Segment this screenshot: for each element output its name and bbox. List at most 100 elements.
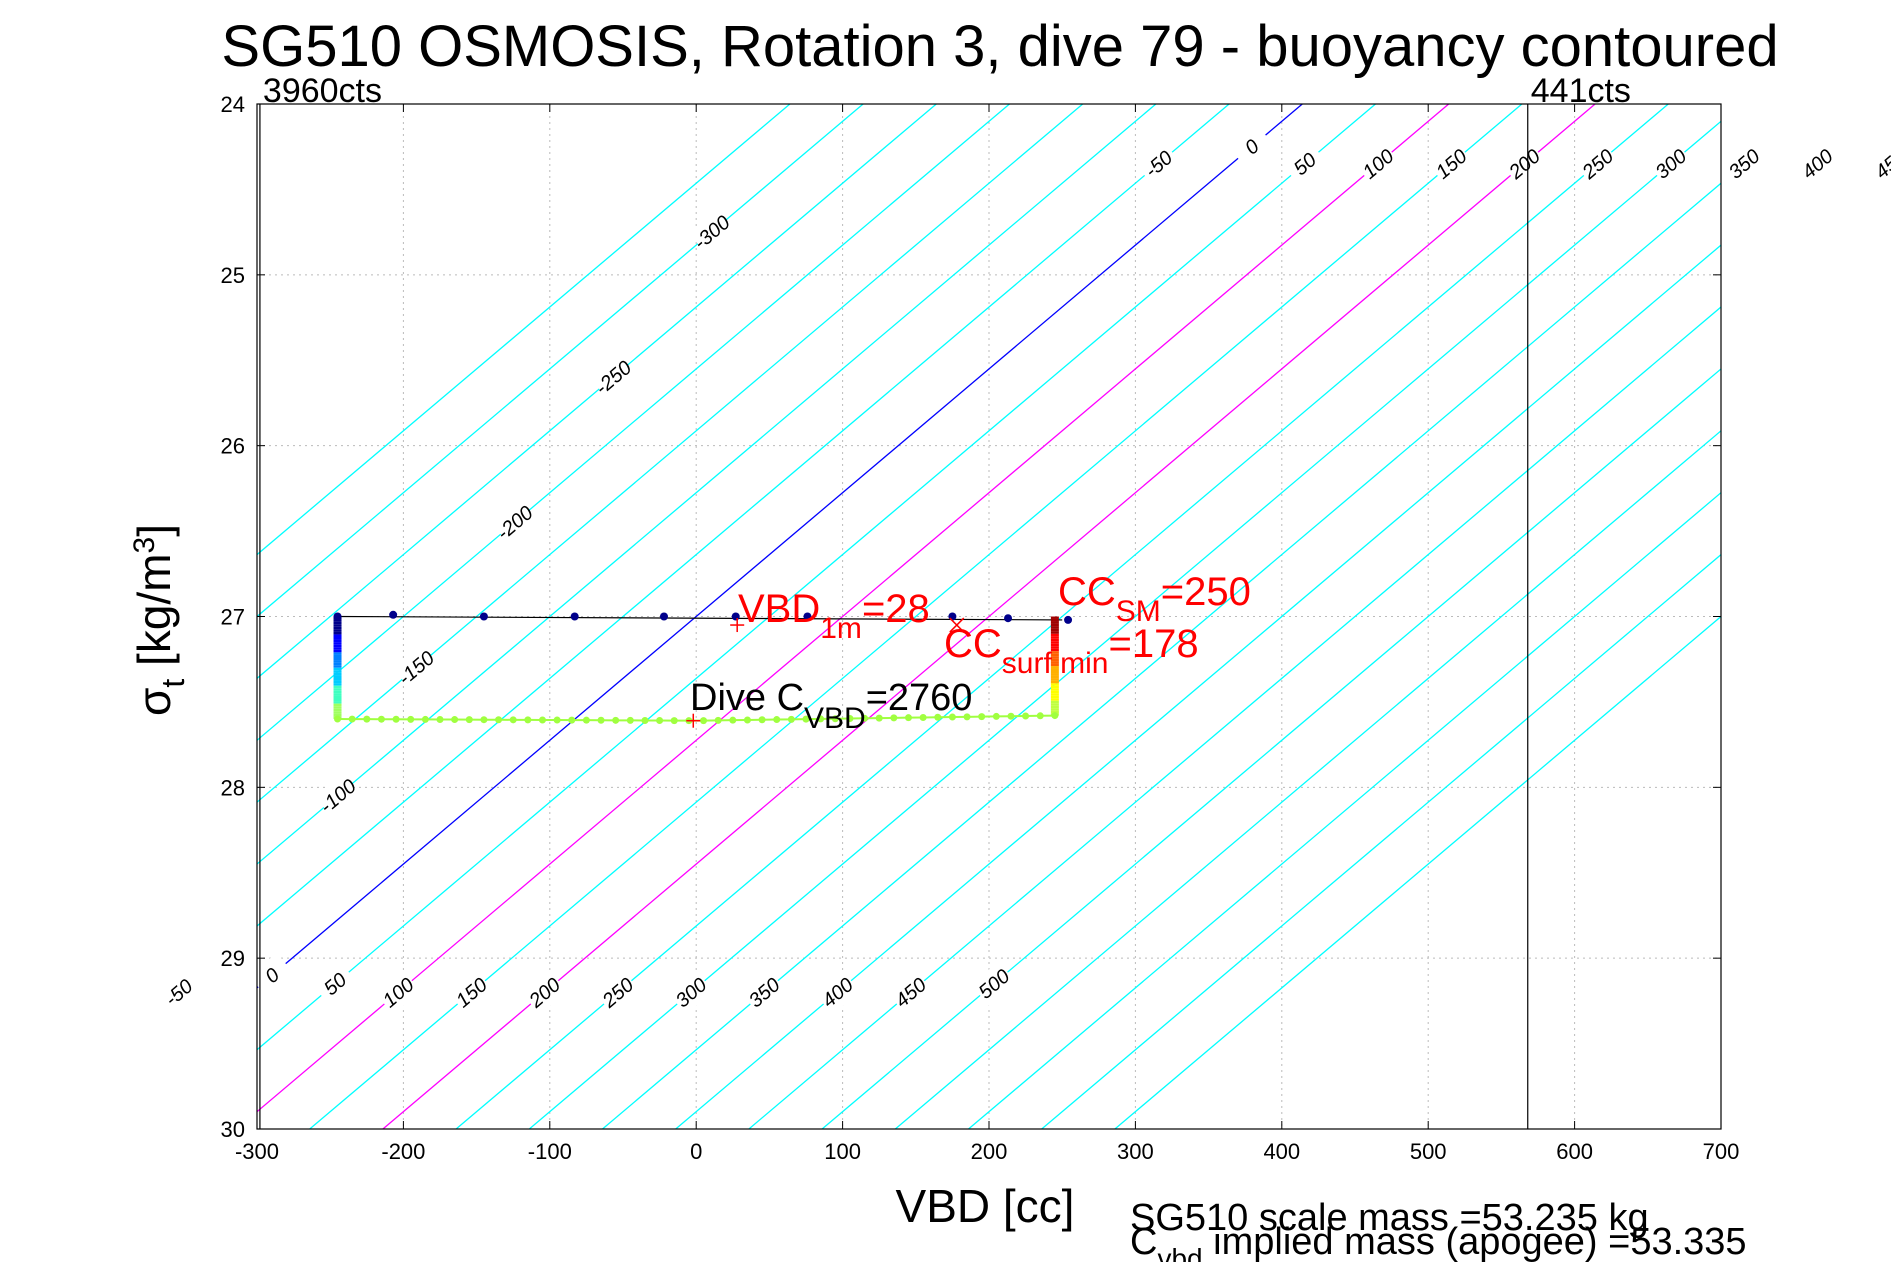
x-marker-b: [949, 617, 965, 633]
near-surface-point: [389, 610, 398, 619]
contour-label-bg: [1355, 141, 1401, 187]
contour-label-bg: [1574, 141, 1621, 187]
deep-point: [1022, 712, 1030, 720]
contour-label-bg: [1721, 141, 1767, 187]
y-tick-label: 26: [221, 434, 245, 459]
chart-title: SG510 OSMOSIS, Rotation 3, dive 79 - buo…: [221, 14, 1778, 79]
deep-point: [773, 716, 781, 724]
y-tick-label: 28: [221, 775, 245, 800]
deep-point: [992, 712, 1000, 720]
deep-point: [392, 715, 400, 723]
deep-point: [480, 716, 488, 724]
near-surface-point: [803, 612, 812, 621]
deep-point: [758, 716, 766, 724]
deep-point: [743, 716, 751, 724]
x-tick-label: -100: [528, 1139, 572, 1164]
deep-point: [861, 714, 869, 722]
deep-point: [1007, 712, 1015, 720]
dive-cvbd-main: Dive C: [690, 677, 804, 719]
contour-line: [821, 368, 1721, 1129]
buoyancy-contours: [257, 104, 1721, 1129]
near-surface-line: [337, 615, 1063, 621]
x-tick-label: 600: [1556, 1139, 1593, 1164]
contour-line: [455, 104, 1669, 1129]
deep-point: [934, 713, 942, 721]
scale-mass-text: SG510 scale mass =53.235 kg: [1130, 1197, 1649, 1239]
contour-label-bg: [314, 773, 361, 819]
dive-data-series: [333, 610, 1073, 725]
contour-label-bg: [741, 970, 787, 1015]
contour-line: [257, 104, 864, 618]
deep-point: [407, 715, 415, 723]
deep-point: [904, 714, 912, 722]
cc-sm-value: =250: [1161, 570, 1251, 614]
y-tick-label: 25: [221, 263, 245, 288]
x-tick-label: 0: [690, 1139, 702, 1164]
implied-mass-main: C: [1130, 1221, 1157, 1262]
contour-label-bg: [971, 961, 1017, 1007]
contour-label-bg: [688, 209, 735, 255]
x-tick-label: 300: [1117, 1139, 1154, 1164]
dive-cvbd-value: =2760: [866, 677, 973, 719]
deep-point: [700, 717, 708, 725]
deep-point: [334, 715, 342, 723]
deep-point: [802, 715, 810, 723]
vbd-limit-lines: 3960cts 441cts: [259, 72, 1631, 1129]
deep-point: [626, 716, 634, 724]
y-axis-label-symbol: σ: [128, 688, 180, 716]
cc-surf-main: CC: [944, 622, 1002, 666]
contour-label-bg: [1648, 141, 1694, 187]
deep-point: [509, 716, 517, 724]
y-axis-label-subscript: t: [155, 679, 191, 688]
contour-line: [1041, 553, 1721, 1129]
deep-point: [553, 716, 561, 724]
deep-point: [846, 715, 854, 723]
x-tick-label: 500: [1410, 1139, 1447, 1164]
dive-cvbd-annotation: Dive CVBD=2760: [690, 677, 972, 735]
contour-line: [1114, 615, 1721, 1129]
implied-mass-rest: implied mass (apogee) =53.335: [1203, 1221, 1747, 1262]
contour-label-bg: [887, 970, 934, 1015]
contour-label-bg: [1282, 141, 1328, 187]
x-tick-label: -300: [235, 1139, 279, 1164]
y-tick-label: 30: [221, 1117, 245, 1142]
near-surface-point: [479, 612, 488, 621]
contour-label-bg: [448, 970, 495, 1015]
x-tick-label: 700: [1703, 1139, 1740, 1164]
deep-point: [597, 716, 605, 724]
contour-label-bg: [393, 645, 439, 691]
deep-point: [641, 716, 649, 724]
contour-label-bg: [312, 961, 358, 1007]
x-axis-label: VBD [cc]: [896, 1180, 1075, 1232]
cc-sm-main: CC: [1058, 570, 1116, 614]
contour-label-bg: [155, 970, 202, 1015]
near-surface-point: [570, 612, 579, 621]
dive-markers: [686, 617, 965, 728]
implied-mass-text: Cvbd implied mass (apogee) =53.335: [1130, 1221, 1747, 1262]
deep-point: [817, 715, 825, 723]
vbd-1m-sub: 1m: [820, 612, 862, 645]
deep-point: [890, 714, 898, 722]
deep-point: [348, 715, 356, 723]
vbd-1m-annotation: VBD1m=28: [738, 587, 930, 645]
contour-label-bg: [594, 970, 641, 1015]
axis-ticks: -300 -200 -100 0 100 200 300 400 500 600 700 24 25 26…: [221, 92, 1740, 1164]
contour-label-bg: [590, 355, 636, 400]
contour-label-bg: [521, 970, 568, 1015]
contour-label-bg: [1867, 141, 1891, 187]
contour-label-bg: [668, 970, 714, 1015]
contour-label-bg: [375, 970, 421, 1015]
y-axis-label-close: ]: [128, 524, 180, 537]
contour-line: [675, 244, 1721, 1129]
x-tick-label: -200: [381, 1139, 425, 1164]
y-axis-label-superscript: 3: [128, 537, 161, 554]
near-surface-point: [659, 612, 668, 621]
near-surface-point: [1004, 614, 1013, 623]
cc-sm-sub: SM: [1116, 595, 1161, 628]
deep-point: [421, 715, 429, 723]
deep-point: [612, 716, 620, 724]
y-tick-label: 29: [221, 946, 245, 971]
contour-label-bg: [491, 500, 538, 545]
deep-point: [495, 716, 503, 724]
